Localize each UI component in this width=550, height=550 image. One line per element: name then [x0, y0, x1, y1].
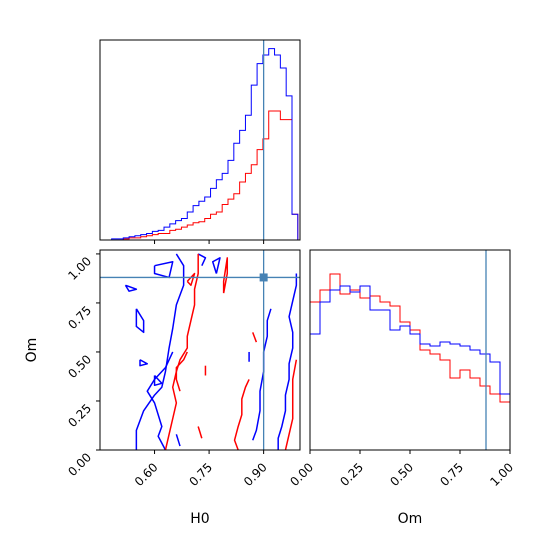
contour-line-blue	[135, 308, 145, 334]
contour-y-tick-label: 0.25	[65, 401, 94, 430]
hist-h0-panel	[99, 39, 301, 244]
contour-line-blue	[135, 253, 185, 450]
contour-line-blue	[153, 261, 174, 279]
contour-line-blue	[124, 284, 138, 292]
hist-om-x-ticks: 0.00 0.25 0.50 0.75 1.00	[287, 450, 516, 489]
hist-h0-frame	[99, 39, 301, 241]
contour-line-red	[233, 379, 250, 450]
hist-om-x-tick-label: 0.25	[337, 460, 366, 489]
contour-line-blue	[175, 434, 181, 447]
contour-y-tick-label: 0.00	[65, 450, 94, 479]
contour-line-red	[186, 272, 196, 287]
contour-line-red	[175, 351, 188, 392]
hist-om-series	[309, 273, 511, 450]
contour-x-tick-label: 0.90	[241, 460, 270, 489]
hist-om-x-tick-label: 1.00	[487, 460, 516, 489]
hist-h0-series	[100, 48, 299, 241]
contour-series	[124, 253, 298, 450]
contour-line-blue	[277, 273, 298, 450]
hist-h0-ticks	[154, 240, 265, 244]
contour-y-tick-label: 0.75	[65, 303, 94, 332]
hist-om-x-tick-label: 0.75	[437, 460, 466, 489]
contour-frame	[99, 249, 301, 451]
contour-line-blue	[211, 257, 221, 274]
hist-series-blue	[309, 285, 511, 450]
hist-om-panel: 0.00 0.25 0.50 0.75 1.00 Om	[287, 249, 516, 527]
contour-x-tick-label: 0.75	[186, 460, 215, 489]
hist-series-red	[100, 110, 299, 241]
contour-line-red	[252, 332, 258, 343]
contour-line-blue	[153, 374, 163, 387]
hist-om-x-tick-label: 0.00	[287, 460, 316, 489]
x-axis-label-om: Om	[398, 511, 423, 527]
contour-truth-marker	[259, 273, 268, 282]
hist-om-x-tick-label: 0.50	[387, 460, 416, 489]
contour-y-tick-label: 1.00	[65, 254, 94, 283]
contour-line-blue	[252, 308, 272, 441]
contour-x-ticks: 0.60 0.75 0.90	[132, 450, 270, 489]
hist-series-blue	[100, 48, 299, 241]
contour-line-red	[164, 253, 199, 450]
x-axis-label-h0: H0	[190, 511, 209, 527]
contour-line-blue	[146, 351, 174, 450]
contour-line-blue	[139, 359, 149, 367]
y-axis-label-om: Om	[24, 338, 40, 363]
contour-line-red	[197, 426, 203, 439]
contour-panel: 0.60 0.75 0.90 0.00 0.25 0.50 0.75 1.00 H0 Om	[24, 249, 301, 527]
contour-line-red	[284, 359, 298, 450]
hist-series-red	[309, 273, 511, 450]
contour-y-tick-label: 0.50	[65, 352, 94, 381]
contour-x-tick-label: 0.60	[132, 460, 161, 489]
contour-y-ticks: 0.00 0.25 0.50 0.75 1.00	[65, 253, 100, 479]
contour-line-red	[222, 257, 229, 294]
contour-line-blue	[197, 253, 207, 267]
